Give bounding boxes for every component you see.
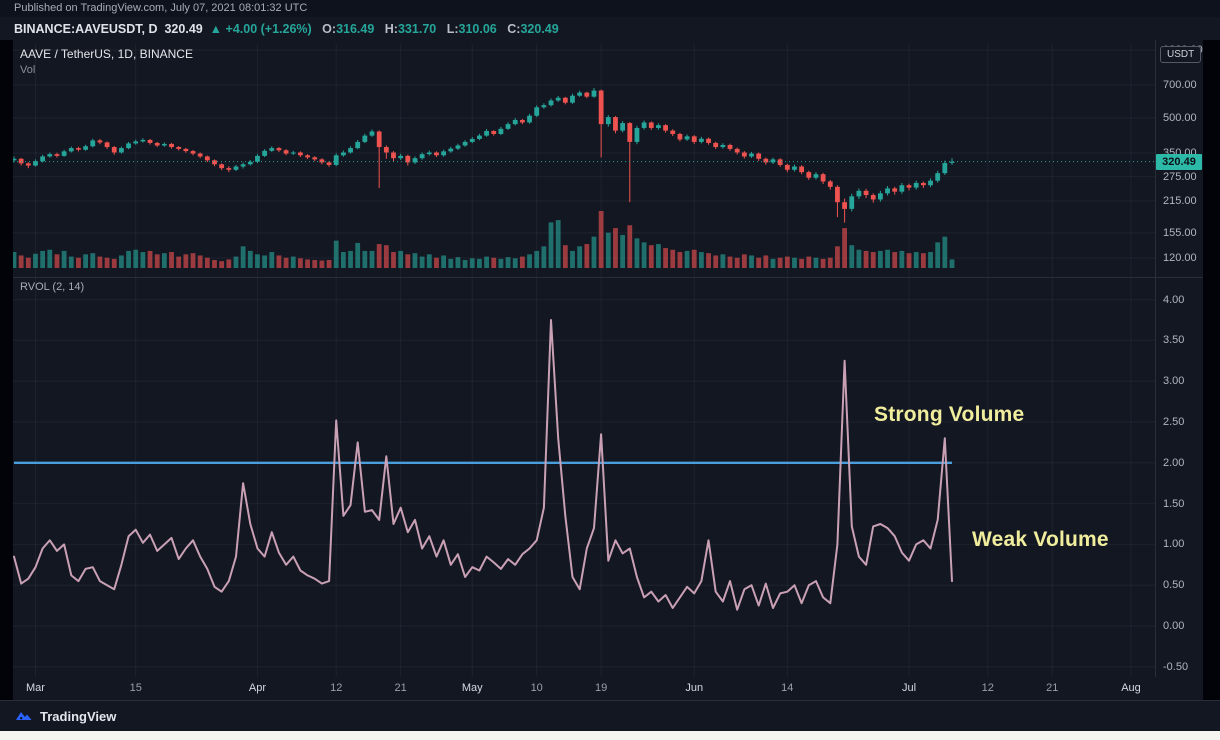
footer-bar: TradingView <box>0 700 1220 731</box>
price-tick-label: 275.00 <box>1163 170 1197 183</box>
last-price-tag: 320.49 <box>1156 153 1202 170</box>
rvol-tick-label: 0.50 <box>1163 579 1185 592</box>
rvol-tick-label: 4.00 <box>1163 293 1185 306</box>
rvol-tick-label: 2.00 <box>1163 456 1185 469</box>
pane-divider[interactable] <box>13 277 1203 278</box>
change-text: ▲ +4.00 (+1.26%) <box>209 22 312 36</box>
time-tick-label: Jul <box>902 682 917 694</box>
time-tick-label: Aug <box>1121 682 1141 694</box>
right-border <box>1203 40 1220 700</box>
open-value: 316.49 <box>336 22 375 36</box>
low-label: L: <box>446 22 459 36</box>
time-tick-label: 12 <box>330 682 343 694</box>
rvol-tick-label: 1.50 <box>1163 497 1185 510</box>
time-tick-label: 15 <box>129 682 142 694</box>
rvol-indicator-label: RVOL (2, 14) <box>20 281 85 293</box>
time-axis[interactable]: Mar 15 Apr 12 21 May 10 19 Jun 14 Jul 12 21 Aug <box>0 677 1220 700</box>
published-bar: Published on TradingView.com, July 07, 2… <box>0 0 1220 17</box>
price-tick-label: 500.00 <box>1163 112 1197 125</box>
candlestick-series <box>13 87 955 223</box>
time-tick-label: Apr <box>248 682 266 694</box>
rvol-tick-label: 2.50 <box>1163 416 1185 428</box>
time-tick-label: 21 <box>394 682 407 694</box>
time-tick-label: 21 <box>1046 682 1059 694</box>
high-value: 331.70 <box>397 22 437 36</box>
time-tick-label: 14 <box>781 682 794 694</box>
volume-series <box>13 211 955 268</box>
price-axis-divider <box>1155 40 1156 700</box>
published-text: Published on TradingView.com, July 07, 2… <box>14 2 308 14</box>
price-grid <box>13 44 1155 277</box>
bottom-strip <box>0 731 1220 740</box>
high-label: H: <box>384 22 398 36</box>
time-tick-label: 12 <box>981 682 994 694</box>
rvol-tick-label: -0.50 <box>1163 660 1189 673</box>
tradingview-logo-icon[interactable] <box>14 708 34 724</box>
price-tick-label: 120.00 <box>1163 252 1197 264</box>
time-tick-label: 10 <box>530 682 543 694</box>
rvol-tick-label: 3.50 <box>1163 334 1185 347</box>
price-tick-label: 155.00 <box>1163 226 1197 239</box>
price-tick-label: 215.00 <box>1163 194 1197 207</box>
rvol-chart-canvas[interactable] <box>13 277 1155 677</box>
price-chart-canvas[interactable] <box>13 40 1155 277</box>
open-label: O: <box>322 22 337 36</box>
brand-name[interactable]: TradingView <box>40 708 117 724</box>
low-value: 310.06 <box>458 22 497 36</box>
rvol-tick-label: 3.00 <box>1163 375 1185 388</box>
time-tick-label: May <box>461 682 483 694</box>
time-tick-label: 19 <box>595 682 608 694</box>
time-tick-label: Mar <box>25 682 45 694</box>
rvol-tick-label: 1.00 <box>1163 538 1185 551</box>
price-pane-title: AAVE / TetherUS, 1D, BINANCE <box>20 47 193 61</box>
left-border <box>0 40 13 700</box>
ticker-bar: BINANCE:AAVEUSDT, D 320.49 ▲ +4.00 (+1.2… <box>0 17 1220 41</box>
rvol-grid <box>13 277 1155 677</box>
rvol-line <box>13 319 953 611</box>
annotation-strong-volume: Strong Volume <box>874 403 1025 426</box>
symbol-text: BINANCE:AAVEUSDT, D <box>14 22 158 36</box>
price-axis[interactable]: 1000.00700.00500.00350.00275.00215.00155… <box>1156 40 1203 677</box>
annotation-weak-volume: Weak Volume <box>972 528 1109 551</box>
volume-indicator-label: Vol <box>20 64 36 76</box>
currency-toggle-button[interactable]: USDT <box>1160 46 1202 63</box>
rvol-tick-label: 0.00 <box>1163 620 1185 632</box>
last-price-text: 320.49 <box>164 22 203 36</box>
price-tick-label: 700.00 <box>1163 79 1197 92</box>
time-tick-label: Jun <box>685 682 704 694</box>
close-label: C: <box>507 22 521 36</box>
close-value: 320.49 <box>520 22 559 36</box>
